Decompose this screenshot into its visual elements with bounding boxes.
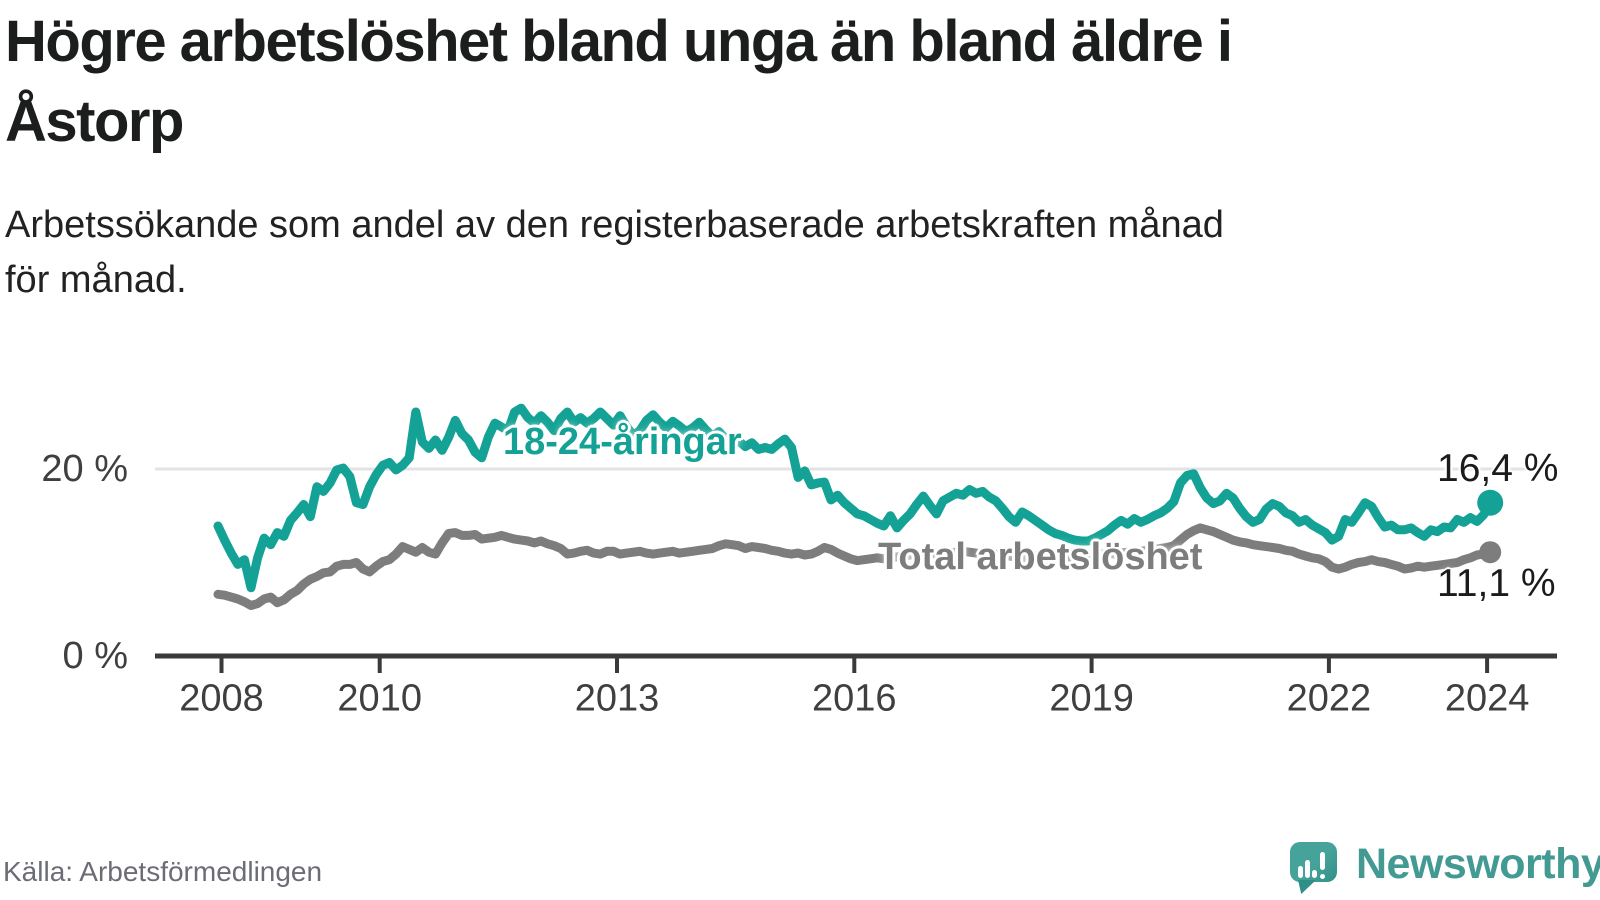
series-label-total: Total arbetslöshet: [878, 536, 1203, 578]
series-label-youth: 18-24-åringar: [503, 421, 742, 463]
page-title-line-2: Åstorp: [5, 89, 184, 154]
latest-value-total: 11,1 %: [1437, 562, 1556, 605]
logo-bar-icon: [1298, 866, 1303, 878]
x-tick-label: 2024: [1445, 677, 1530, 719]
y-tick-label: 20 %: [41, 448, 128, 490]
source-attribution: Källa: Arbetsförmedlingen: [3, 856, 323, 887]
chart-subtitle: Arbetssökande som andel av den registerb…: [5, 198, 1224, 308]
x-tick-label: 2022: [1287, 677, 1372, 719]
total-line-end-dot: [1479, 541, 1502, 564]
logo-bar-icon: [1305, 860, 1310, 878]
youth-line-end-dot: [1477, 489, 1504, 516]
y-tick-label: 0 %: [63, 635, 128, 677]
total-unemployment-line: [213, 523, 1495, 610]
newsworthy-wordmark: Newsworthy: [1356, 840, 1600, 888]
chart-subtitle-line-1: Arbetssökande som andel av den registerb…: [5, 204, 1224, 246]
x-tick-label: 2010: [337, 677, 422, 719]
x-tick-label: 2013: [575, 677, 660, 719]
youth-unemployment-line: [213, 403, 1495, 593]
logo-exclamation-icon: [1320, 852, 1325, 870]
newsworthy-speech-bubble-icon: [1290, 842, 1337, 882]
logo-exclamation-dot-icon: [1320, 874, 1325, 879]
page-title-line-1: Högre arbetslöshet bland unga än bland ä…: [5, 9, 1233, 74]
logo-bar-icon: [1312, 870, 1317, 878]
chart-subtitle-line-2: för månad.: [5, 259, 187, 301]
x-tick-label: 2016: [812, 677, 897, 719]
x-tick-label: 2008: [179, 677, 264, 719]
x-tick-label: 2019: [1049, 677, 1134, 719]
latest-value-youth: 16,4 %: [1437, 447, 1559, 490]
page-title: Högre arbetslöshet bland unga än bland ä…: [5, 2, 1233, 162]
